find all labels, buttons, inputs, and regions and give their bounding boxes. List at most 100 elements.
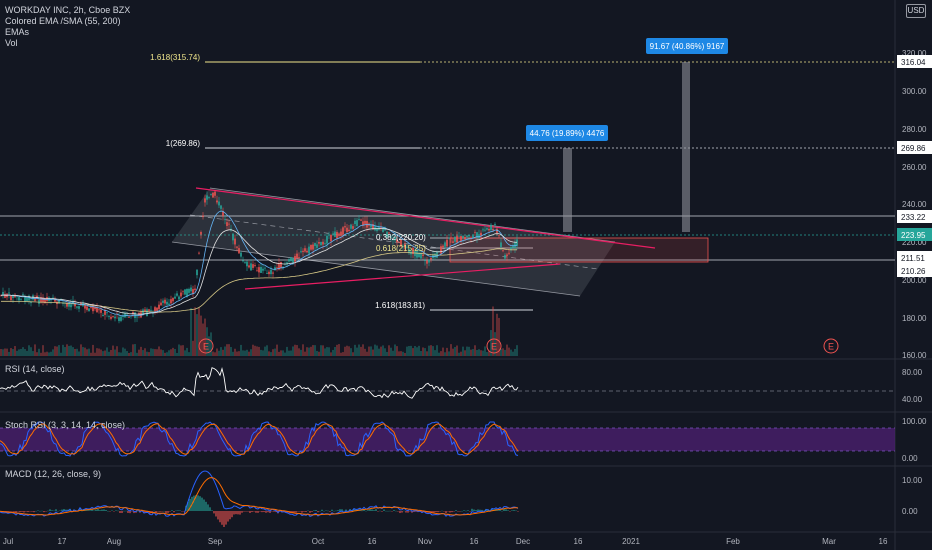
candle-body <box>148 309 150 311</box>
macd-hist-bar <box>385 510 387 512</box>
macd-hist-bar <box>463 510 465 511</box>
volume-bar <box>462 346 464 356</box>
macd-hist-bar <box>61 509 63 511</box>
macd-hist-bar <box>361 510 363 512</box>
candle-body <box>222 211 224 216</box>
macd-hist-bar <box>293 511 295 514</box>
macd-hist-bar <box>229 511 231 520</box>
svg-text:91.67 (40.86%) 9167: 91.67 (40.86%) 9167 <box>650 42 725 51</box>
candle-body <box>16 295 18 297</box>
macd-hist-bar <box>407 511 409 513</box>
target-zone[interactable] <box>449 237 709 263</box>
volume-bar <box>260 349 262 356</box>
volume-bar <box>142 350 144 356</box>
volume-bar <box>438 352 440 356</box>
earnings-marker[interactable]: E <box>486 338 502 354</box>
stoch-title[interactable]: Stoch RSI (3, 3, 14, 14, close) <box>5 420 126 430</box>
price-axis[interactable]: 320.00 300.00 280.00 260.00 240.00 220.0… <box>902 49 927 360</box>
volume-bar <box>226 344 228 356</box>
macd-hist-bar <box>235 511 237 515</box>
candle-body <box>150 309 152 311</box>
volume-bar <box>398 351 400 356</box>
volume-bar <box>502 348 504 356</box>
volume-bar <box>220 347 222 356</box>
volume-bar <box>194 307 196 356</box>
candle-body <box>302 250 304 252</box>
macd-hist-bar <box>161 511 163 512</box>
candle-body <box>268 271 270 275</box>
volume-bar <box>104 350 106 356</box>
macd-hist-bar <box>245 511 247 512</box>
channel-upper-line[interactable] <box>209 187 616 243</box>
macd-hist-bar <box>363 508 365 511</box>
candle-body <box>398 241 400 243</box>
volume-bar <box>406 346 408 356</box>
channel-lower-line[interactable] <box>171 241 581 297</box>
volume-bar <box>278 351 280 356</box>
earnings-marker[interactable]: E <box>198 338 214 354</box>
macd-hist-bar <box>129 511 131 514</box>
chart-legend[interactable]: WORKDAY INC, 2h, Cboe BZX Colored EMA /S… <box>5 5 130 49</box>
candle-body <box>164 299 166 304</box>
macd-hist-bar <box>341 509 343 511</box>
candle-body <box>8 292 10 294</box>
volume-bar <box>214 352 216 356</box>
rsi-pane[interactable] <box>0 360 895 411</box>
triangle-upper-line[interactable] <box>195 187 656 249</box>
volume-bar <box>508 347 510 356</box>
earnings-marker[interactable]: E <box>823 338 839 354</box>
macd-hist-bar <box>275 511 277 513</box>
macd-hist-bar <box>335 510 337 512</box>
macd-hist-bar <box>371 509 373 511</box>
macd-hist-bar <box>325 510 327 512</box>
volume-bar <box>34 344 36 356</box>
indicator-label[interactable]: Colored EMA /SMA (55, 200) <box>5 16 121 26</box>
time-tick: 16 <box>879 537 888 546</box>
svg-text:211.51: 211.51 <box>901 254 925 263</box>
indicator-label[interactable]: Vol <box>5 38 18 48</box>
volume-bar <box>434 350 436 356</box>
volume-bar <box>92 344 94 356</box>
volume-bar <box>0 349 2 356</box>
price-pane[interactable] <box>0 0 895 358</box>
symbol-title[interactable]: WORKDAY INC, 2h, Cboe BZX <box>5 5 131 15</box>
candle-body <box>356 220 358 227</box>
candle-body <box>344 226 346 228</box>
projection-bar-1[interactable] <box>563 148 572 232</box>
macd-hist-bar <box>85 509 87 511</box>
volume-bar <box>120 352 122 356</box>
volume-bar <box>490 330 492 356</box>
macd-hist-bar <box>217 511 219 520</box>
volume-bar <box>348 346 350 356</box>
volume-bar <box>492 306 494 356</box>
macd-hist-bar <box>45 511 47 512</box>
macd-hist-bar <box>137 510 139 512</box>
currency-button[interactable]: USD <box>906 4 926 18</box>
volume-bar <box>14 346 16 356</box>
candle-body <box>326 235 328 244</box>
rsi-title[interactable]: RSI (14, close) <box>5 364 65 374</box>
volume-bar <box>84 347 86 356</box>
volume-bar <box>154 349 156 356</box>
projection-label[interactable]: 91.67 (40.86%) 9167 <box>646 38 728 54</box>
volume-bar <box>452 348 454 356</box>
volume-bar <box>512 351 514 356</box>
candle-body <box>12 294 14 298</box>
volume-bar <box>244 350 246 356</box>
candle-body <box>248 265 250 268</box>
macd-hist-bar <box>435 511 437 513</box>
projection-bar-2[interactable] <box>682 62 690 232</box>
time-axis[interactable]: Jul 17 Aug Sep Oct 16 Nov 16 Dec 16 2021… <box>3 537 888 546</box>
candle-body <box>472 235 474 238</box>
indicator-label[interactable]: EMAs <box>5 27 30 37</box>
macd-line <box>0 470 519 517</box>
volume-bar <box>256 346 258 356</box>
candle-body <box>312 244 314 250</box>
macd-title[interactable]: MACD (12, 26, close, 9) <box>5 469 102 479</box>
triangle-lower-line[interactable] <box>244 263 561 290</box>
macd-hist-bar <box>401 511 403 513</box>
macd-pane[interactable] <box>0 467 895 532</box>
projection-label[interactable]: 44.76 (19.89%) 4476 <box>526 125 608 141</box>
